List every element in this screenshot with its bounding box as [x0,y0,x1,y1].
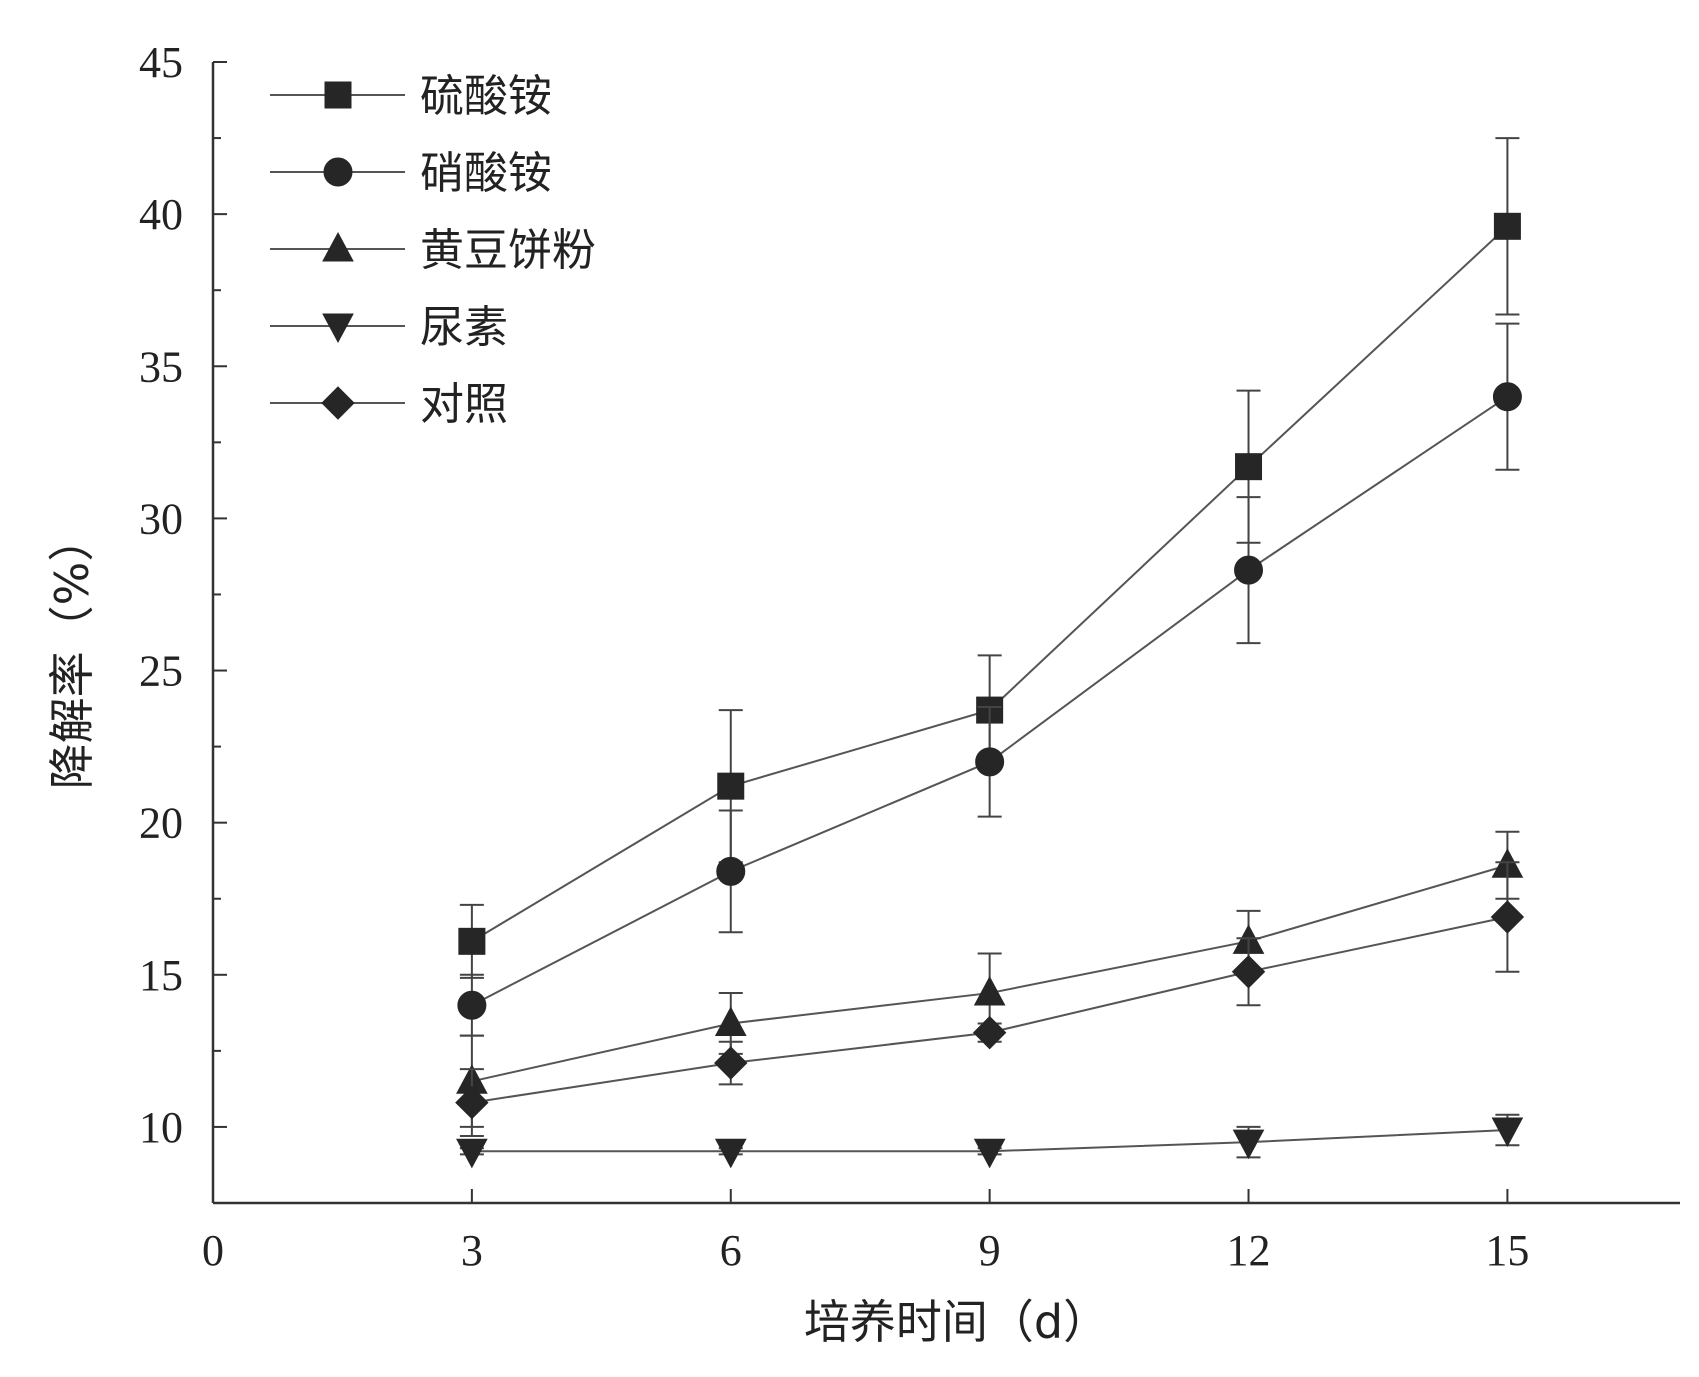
series-4 [456,1113,1524,1169]
series-layer [455,137,1525,1169]
x-axis-title: 培养时间（d） [804,1295,1109,1349]
x-tick-label: 6 [720,1226,742,1275]
data-point [714,1046,748,1080]
y-tick-label: 25 [139,647,183,696]
data-point [1231,955,1266,989]
data-point [714,1006,747,1036]
data-point [1491,1117,1524,1148]
data-point [714,1138,747,1169]
data-point [1232,1129,1265,1160]
y-axis-title: 降解率（%） [45,516,99,790]
legend-item: 尿素 [270,302,508,353]
y-tick-label: 40 [139,190,183,239]
y-tick-label: 45 [139,38,183,87]
legend-label: 硫酸铵 [420,71,552,122]
legend-marker [322,313,354,344]
data-point [1234,555,1264,585]
legend-item: 对照 [270,379,508,430]
legend-label: 尿素 [420,302,508,353]
data-point [973,975,1006,1006]
legend-marker [321,386,355,420]
y-tick-label: 20 [139,799,183,848]
y-tick-label: 35 [139,342,183,391]
data-point [717,772,745,800]
legend-label: 黄豆饼粉 [420,225,596,276]
data-point [1493,212,1521,240]
legend-marker [322,231,354,262]
data-point [975,747,1005,777]
y-tick-label: 10 [139,1103,183,1152]
data-point [1235,453,1263,481]
legend-marker [323,157,353,187]
data-point [458,927,486,955]
x-tick-label: 0 [202,1226,224,1275]
data-point [1492,382,1522,412]
data-point [1490,900,1525,934]
legend-item: 硝酸铵 [270,148,552,199]
x-tick-label: 15 [1485,1226,1529,1275]
data-point [455,1085,489,1120]
series-5 [455,861,1525,1138]
data-point [457,990,487,1020]
legend-item: 硫酸铵 [270,71,552,122]
legend-marker [324,81,352,109]
legend-item: 黄豆饼粉 [270,225,596,276]
legend-label: 硝酸铵 [420,148,552,199]
y-tick-label: 15 [139,951,183,1000]
data-point [973,1138,1006,1169]
legend-label: 对照 [420,379,508,430]
axes: 10 15 20 25 30 35 40 45 0 3 6 9 12 15 [139,38,1680,1275]
x-tick-label: 3 [461,1226,483,1275]
x-tick-label: 9 [979,1226,1001,1275]
series-1 [458,137,1521,979]
x-tick-label: 12 [1227,1226,1271,1275]
y-tick-label: 30 [139,494,183,543]
data-point [716,856,746,886]
series-2 [457,322,1522,1037]
data-point [456,1138,488,1169]
series-line [471,225,1509,943]
series-3 [456,830,1524,1128]
data-point [972,1015,1007,1050]
